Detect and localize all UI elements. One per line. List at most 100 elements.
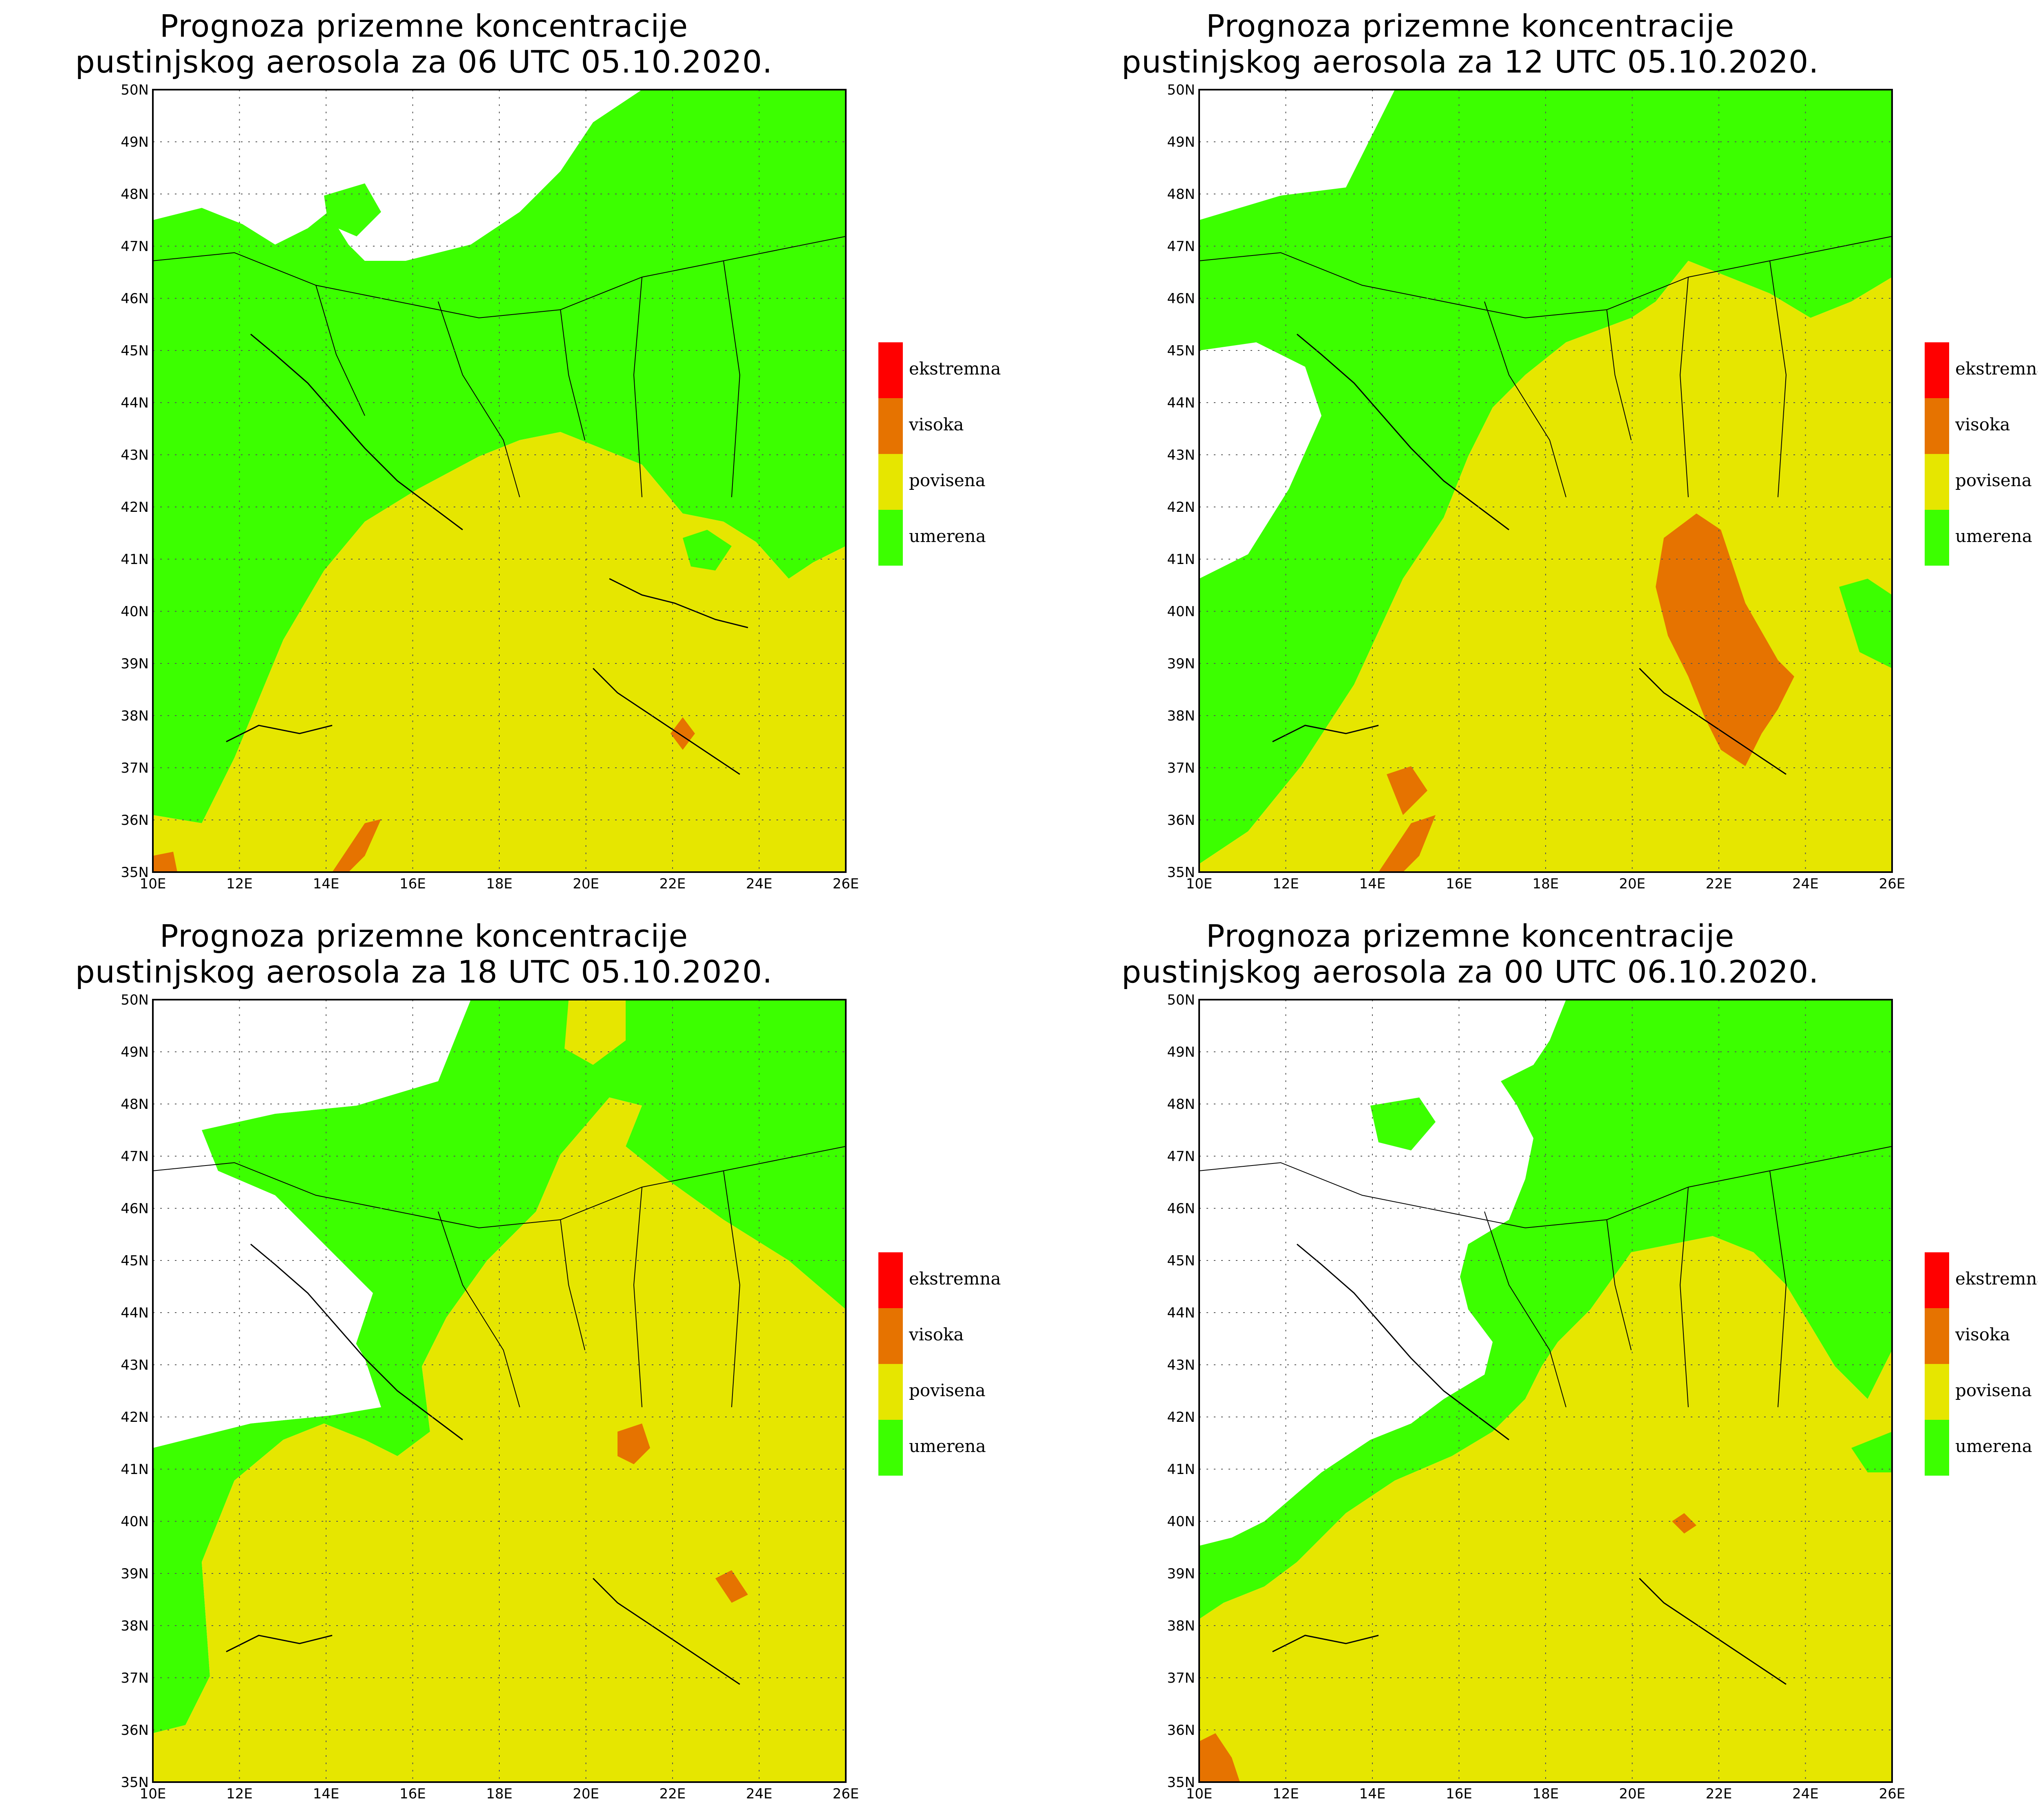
map-frame: 10E 12E 14E 16E 18E 20E 22E 24E 26E 35N …: [121, 992, 859, 1802]
legend-label-ekstremna: ekstremna: [909, 359, 1001, 379]
legend-label-ekstremna: ekstremna: [1955, 1269, 2038, 1289]
x-tick-label: 22E: [1706, 1786, 1732, 1802]
x-tick-label: 26E: [833, 1786, 859, 1802]
y-tick-label: 50N: [121, 82, 149, 98]
y-tick-label: 39N: [1167, 656, 1195, 672]
y-tick-label: 50N: [1167, 82, 1195, 98]
panel-title-line2: pustinjskog aerosola za 12 UTC 05.10.202…: [1121, 44, 1819, 80]
y-tick-label: 40N: [1167, 1514, 1195, 1530]
y-tick-label: 38N: [121, 708, 149, 724]
legend-swatch-umerena: [878, 1420, 903, 1476]
y-tick-label: 41N: [1167, 551, 1195, 568]
legend-swatch-umerena: [1925, 1420, 1949, 1476]
panel-title: Prognoza prizemne koncentracije pustinjs…: [0, 8, 848, 80]
legend-label-visoka: visoka: [1955, 1324, 2010, 1344]
y-tick-label: 44N: [1167, 1305, 1195, 1321]
x-tick-label: 12E: [1273, 876, 1299, 892]
x-axis-ticks: 10E 12E 14E 16E 18E 20E 22E 24E 26E: [140, 876, 859, 892]
forecast-map: 10E 12E 14E 16E 18E 20E 22E 24E 26E 35N …: [121, 82, 859, 892]
visoka-patch: [1387, 766, 1427, 815]
y-tick-label: 45N: [121, 1253, 149, 1269]
y-tick-label: 37N: [1167, 1670, 1195, 1686]
legend-label-povisena: povisena: [1955, 1380, 2032, 1400]
visoka-patch: [671, 717, 695, 750]
y-tick-label: 44N: [1167, 395, 1195, 411]
borders: [152, 236, 846, 498]
umerena-region: [1199, 90, 1892, 864]
x-tick-label: 10E: [1186, 876, 1213, 892]
y-tick-label: 48N: [1167, 1096, 1195, 1113]
y-tick-label: 46N: [1167, 1201, 1195, 1217]
y-tick-label: 36N: [121, 812, 149, 828]
umerena-patch: [1851, 1432, 1892, 1472]
x-tick-label: 24E: [746, 876, 772, 892]
legend-swatch-povisena: [1925, 1364, 1949, 1420]
x-tick-label: 20E: [573, 1786, 599, 1802]
legend: ekstremna visoka povisena umerena: [878, 342, 1041, 571]
umerena-patch: [1370, 1097, 1436, 1150]
legend-swatch-povisena: [1925, 454, 1949, 510]
y-tick-label: 39N: [121, 656, 149, 672]
borders: [152, 1146, 846, 1408]
y-tick-label: 42N: [121, 1409, 149, 1426]
legend-label-visoka: visoka: [909, 414, 964, 434]
y-tick-label: 45N: [1167, 1253, 1195, 1269]
y-tick-label: 37N: [1167, 760, 1195, 776]
y-tick-label: 50N: [121, 992, 149, 1008]
x-tick-label: 18E: [486, 876, 513, 892]
legend-label-povisena: povisena: [909, 470, 986, 490]
x-tick-label: 20E: [1619, 876, 1645, 892]
forecast-panel-06utc: Prognoza prizemne koncentracije pustinjs…: [0, 0, 1046, 910]
y-tick-label: 42N: [1167, 499, 1195, 516]
y-tick-label: 43N: [1167, 447, 1195, 463]
y-tick-label: 37N: [121, 1670, 149, 1686]
visoka-patch: [332, 819, 381, 872]
legend-label-umerena: umerena: [1955, 1436, 2032, 1456]
legend-label-povisena: povisena: [909, 1380, 986, 1400]
x-tick-label: 14E: [1359, 1786, 1386, 1802]
x-tick-label: 18E: [1533, 1786, 1559, 1802]
map-frame: 10E 12E 14E 16E 18E 20E 22E 24E 26E 35N …: [1167, 992, 1905, 1802]
x-tick-label: 18E: [1533, 876, 1559, 892]
y-tick-label: 43N: [1167, 1357, 1195, 1373]
x-tick-label: 24E: [746, 1786, 772, 1802]
borders: [1199, 236, 1892, 498]
y-tick-label: 46N: [121, 1201, 149, 1217]
y-tick-label: 42N: [121, 499, 149, 516]
y-tick-label: 47N: [121, 1148, 149, 1165]
legend-label-ekstremna: ekstremna: [1955, 359, 2038, 379]
panel-title-line2: pustinjskog aerosola za 00 UTC 06.10.202…: [1121, 954, 1819, 990]
x-tick-label: 22E: [1706, 876, 1732, 892]
forecast-panel-12utc: Prognoza prizemne koncentracije pustinjs…: [1046, 0, 2038, 910]
y-tick-label: 38N: [1167, 1618, 1195, 1634]
coastline: [226, 333, 748, 775]
no-data-region: [1199, 1000, 1566, 1546]
y-tick-label: 45N: [1167, 343, 1195, 359]
legend-label-visoka: visoka: [909, 1324, 964, 1344]
y-tick-label: 35N: [121, 864, 149, 881]
y-tick-label: 35N: [1167, 864, 1195, 881]
legend: ekstremna visoka povisena umerena: [1925, 1252, 2038, 1481]
x-tick-label: 22E: [659, 876, 686, 892]
y-tick-label: 46N: [121, 291, 149, 307]
y-tick-label: 41N: [121, 1461, 149, 1478]
coastline: [226, 1243, 740, 1685]
y-tick-label: 45N: [121, 343, 149, 359]
y-tick-label: 35N: [1167, 1774, 1195, 1791]
legend: ekstremna visoka povisena umerena: [1925, 342, 2038, 571]
legend-swatch-visoka: [1925, 1308, 1949, 1364]
map-border: [152, 89, 847, 873]
x-tick-label: 16E: [1446, 876, 1472, 892]
panel-title: Prognoza prizemne koncentracije pustinjs…: [1046, 918, 1894, 990]
panel-title-line1: Prognoza prizemne koncentracije: [159, 8, 688, 44]
legend-swatch-umerena: [1925, 510, 1949, 566]
y-tick-label: 44N: [121, 1305, 149, 1321]
panel-title-line2: pustinjskog aerosola za 18 UTC 05.10.202…: [75, 954, 773, 990]
legend-swatch-visoka: [878, 1308, 903, 1364]
x-tick-label: 20E: [1619, 1786, 1645, 1802]
x-tick-label: 26E: [833, 876, 859, 892]
umerena-patch: [324, 183, 381, 236]
visoka-patch: [715, 1570, 748, 1603]
y-tick-label: 37N: [121, 760, 149, 776]
x-tick-label: 12E: [1273, 1786, 1299, 1802]
